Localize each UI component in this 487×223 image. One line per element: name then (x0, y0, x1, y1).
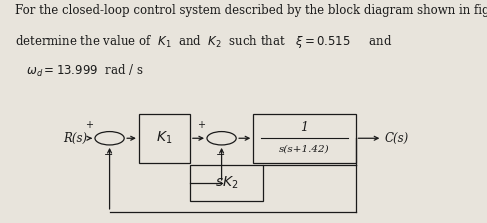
Text: $K_1$: $K_1$ (156, 130, 172, 147)
Text: $sK_2$: $sK_2$ (215, 175, 238, 191)
Text: determine the value of  $K_1$  and  $K_2$  such that   $\xi=0.515$     and: determine the value of $K_1$ and $K_2$ s… (15, 33, 392, 50)
Text: s(s+1.42): s(s+1.42) (279, 145, 330, 153)
Text: R(s): R(s) (63, 132, 88, 145)
Bar (253, 114, 356, 163)
Text: 1: 1 (300, 121, 308, 134)
Text: +: + (198, 120, 206, 130)
Text: $\omega_d=13.999$  rad / s: $\omega_d=13.999$ rad / s (15, 62, 143, 78)
Text: For the closed-loop control system described by the block diagram shown in figur: For the closed-loop control system descr… (15, 4, 487, 17)
Text: +: + (86, 120, 94, 130)
Bar (190, 165, 263, 201)
Bar (139, 114, 190, 163)
Text: C(s): C(s) (385, 132, 409, 145)
Text: −: − (215, 150, 225, 160)
Text: −: − (103, 150, 113, 160)
